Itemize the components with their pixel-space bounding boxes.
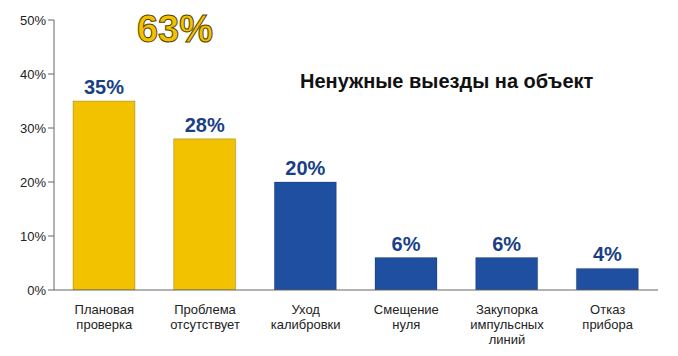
svg-text:6%: 6% xyxy=(492,233,521,255)
svg-text:Смещениенуля: Смещениенуля xyxy=(374,302,439,332)
svg-text:20%: 20% xyxy=(285,157,325,179)
svg-text:6%: 6% xyxy=(392,233,421,255)
html-text:63%: 63% xyxy=(137,8,213,50)
svg-text:Плановаяпроверка: Плановаяпроверка xyxy=(75,302,135,332)
svg-text:4%: 4% xyxy=(593,243,622,265)
svg-text:Отказприбора: Отказприбора xyxy=(582,302,633,332)
svg-text:10%: 10% xyxy=(20,229,46,244)
svg-text:Закупоркаимпульсныхлиний: Закупоркаимпульсныхлиний xyxy=(470,302,544,347)
svg-text:40%: 40% xyxy=(20,67,46,82)
svg-text:28%: 28% xyxy=(185,114,225,136)
svg-text:35%: 35% xyxy=(84,76,124,98)
svg-text:30%: 30% xyxy=(20,121,46,136)
svg-text:0%: 0% xyxy=(27,283,46,298)
svg-text:Уходкалибровки: Уходкалибровки xyxy=(271,302,341,332)
svg-text:Проблемаотсутствует: Проблемаотсутствует xyxy=(170,302,240,332)
html-text:Ненужные выезды на объект: Ненужные выезды на объект xyxy=(300,70,594,92)
svg-text:20%: 20% xyxy=(20,175,46,190)
svg-text:50%: 50% xyxy=(20,13,46,28)
